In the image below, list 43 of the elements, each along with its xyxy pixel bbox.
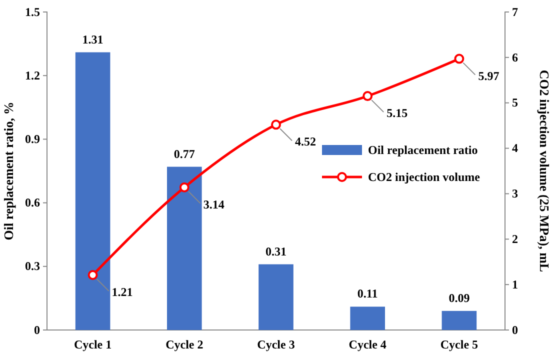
data-label: 1.21 — [112, 285, 133, 300]
y2-tick-label: 0 — [512, 322, 518, 337]
y2-tick-label: 4 — [512, 141, 518, 156]
data-label: 0.11 — [357, 286, 378, 301]
x-tick-label: Cycle 5 — [440, 338, 478, 352]
y2-tick-label: 5 — [512, 96, 518, 110]
y-tick-label: 1.2 — [25, 68, 40, 82]
y2-tick-label: 1 — [512, 277, 518, 292]
point — [271, 120, 281, 130]
y2-tick-label: 2 — [512, 232, 518, 246]
x-tick-label: Cycle 4 — [348, 338, 386, 352]
data-label: 5.15 — [386, 106, 408, 120]
y-tick-label: 0.9 — [25, 132, 40, 146]
y2-tick-label: 7 — [512, 4, 518, 19]
y-tick-label: 0 — [34, 322, 40, 337]
bar — [166, 166, 202, 330]
y-tick-label: 0.3 — [25, 259, 40, 274]
x-tick-label: Cycle 2 — [166, 338, 204, 352]
point — [179, 182, 190, 192]
point — [88, 270, 98, 280]
bar — [442, 310, 477, 330]
y-tick-label: 0.6 — [25, 196, 40, 210]
data-label: 1.31 — [82, 32, 104, 46]
data-label: 0.09 — [448, 290, 470, 305]
x-tick-label: Cycle 1 — [74, 338, 112, 352]
x-tick-label: Cycle 3 — [257, 338, 295, 352]
y-axis-title: Oil replacement ratio, % — [1, 102, 16, 240]
data-label: 3.14 — [203, 197, 224, 212]
data-label: 0.77 — [174, 146, 195, 161]
data-label: 5.97 — [478, 68, 500, 83]
y2-tick-label: 3 — [512, 186, 518, 201]
bar — [350, 306, 386, 330]
bar — [75, 52, 110, 330]
data-label: 4.52 — [295, 134, 316, 149]
point — [454, 54, 464, 64]
point — [362, 91, 373, 102]
legend-label: Oil replacement ratio — [368, 143, 478, 157]
data-label: 0.31 — [266, 244, 286, 258]
legend-label: CO2 injection volume — [368, 170, 481, 184]
y2-axis-title: CO2 injection volume (25 MPa), mL — [537, 70, 550, 272]
y-tick-label: 1.5 — [25, 4, 40, 19]
bar — [258, 264, 294, 330]
y2-tick-label: 6 — [512, 50, 518, 64]
